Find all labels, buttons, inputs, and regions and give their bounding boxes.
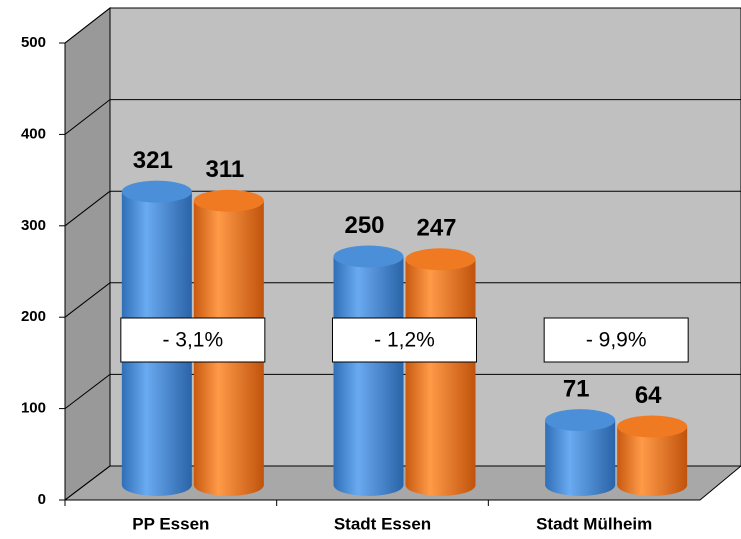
x-tick-label: Stadt Mülheim: [536, 514, 652, 533]
bar-top: [193, 189, 264, 212]
y-tick-label: 300: [21, 217, 46, 234]
bar-top: [405, 248, 476, 271]
annotation: - 3,1%: [162, 329, 223, 352]
value-label: 250: [344, 212, 384, 239]
x-tick-label: PP Essen: [132, 514, 209, 533]
grid-line: [64, 99, 111, 135]
y-tick-label: 100: [21, 400, 46, 417]
y-tick-label: 200: [21, 308, 46, 325]
grid-line: [64, 190, 111, 227]
grid-line: [64, 465, 111, 501]
bar: [405, 259, 476, 485]
bar-top: [121, 180, 192, 203]
x-tick-label: Stadt Essen: [334, 514, 431, 533]
annotation-box: [543, 317, 689, 363]
value-label: 64: [635, 382, 662, 409]
y-tick-label: 0: [38, 491, 46, 508]
value-label: 311: [205, 156, 244, 183]
grid-line: [64, 7, 111, 44]
y-tick-label: 400: [21, 125, 46, 142]
grid-line: [64, 282, 111, 318]
annotation: - 1,2%: [374, 329, 435, 352]
annotation-box: [120, 317, 266, 363]
side-wall: [64, 6, 111, 502]
value-label: 71: [563, 375, 590, 402]
bar-top: [545, 409, 616, 432]
annotation-box: [332, 317, 477, 363]
grid-line: [64, 374, 111, 409]
value-label: 247: [416, 215, 456, 242]
bar: [333, 256, 404, 485]
value-label: 321: [133, 147, 173, 174]
bar-top: [333, 245, 404, 268]
y-tick-label: 500: [21, 34, 46, 51]
bar-top: [617, 415, 688, 438]
annotation: - 9,9%: [586, 329, 647, 352]
